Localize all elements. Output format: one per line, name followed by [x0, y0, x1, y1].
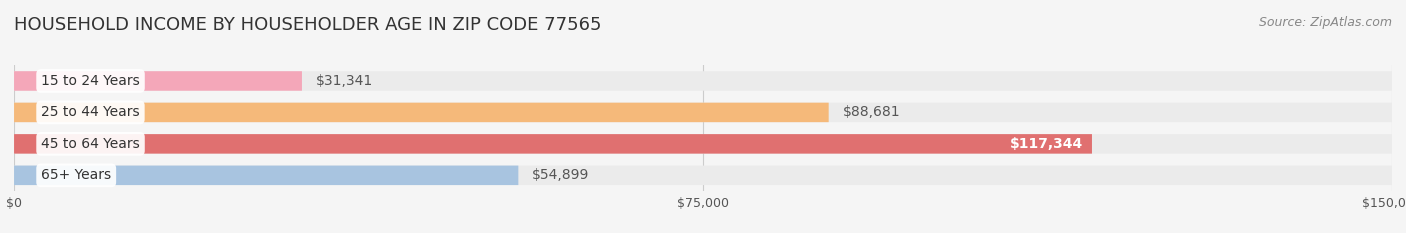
FancyBboxPatch shape — [14, 166, 1392, 185]
FancyBboxPatch shape — [14, 134, 1392, 154]
Text: 45 to 64 Years: 45 to 64 Years — [41, 137, 141, 151]
Text: Source: ZipAtlas.com: Source: ZipAtlas.com — [1258, 16, 1392, 29]
FancyBboxPatch shape — [14, 71, 302, 91]
FancyBboxPatch shape — [14, 166, 519, 185]
Text: $88,681: $88,681 — [842, 105, 900, 120]
FancyBboxPatch shape — [14, 103, 828, 122]
Text: 15 to 24 Years: 15 to 24 Years — [41, 74, 141, 88]
FancyBboxPatch shape — [14, 134, 1092, 154]
Text: $31,341: $31,341 — [316, 74, 373, 88]
Text: 25 to 44 Years: 25 to 44 Years — [41, 105, 139, 120]
FancyBboxPatch shape — [14, 103, 1392, 122]
Text: 65+ Years: 65+ Years — [41, 168, 111, 182]
FancyBboxPatch shape — [14, 71, 1392, 91]
Text: HOUSEHOLD INCOME BY HOUSEHOLDER AGE IN ZIP CODE 77565: HOUSEHOLD INCOME BY HOUSEHOLDER AGE IN Z… — [14, 16, 602, 34]
Text: $54,899: $54,899 — [531, 168, 589, 182]
Text: $117,344: $117,344 — [1010, 137, 1083, 151]
